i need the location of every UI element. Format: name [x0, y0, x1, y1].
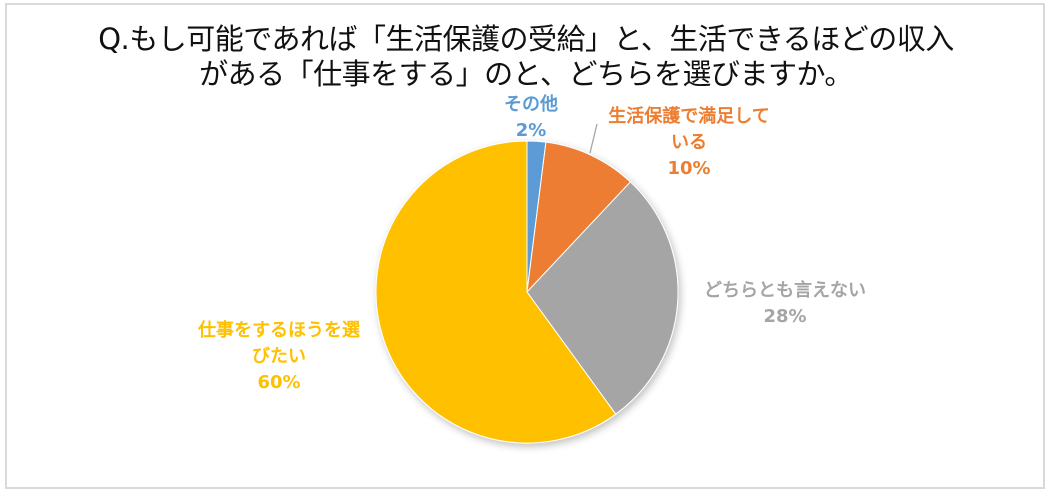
data-label-satisfied-name-1: 生活保護で満足して: [608, 106, 770, 127]
chart-title-line-2: がある「仕事をする」のと、どちらを選びますか。: [199, 57, 853, 91]
data-label-satisfied-name-2: いる: [671, 132, 707, 153]
data-label-neither-value: 28%: [763, 306, 807, 327]
data-label-other-value: 2%: [515, 120, 547, 141]
pie-slice-satisfied-with-welfare[interactable]: [526, 141, 632, 294]
pie-slice-prefer-work[interactable]: [375, 140, 617, 444]
data-label-satisfied-value: 10%: [667, 158, 711, 179]
data-label-neither: どちらとも言えない 28%: [684, 278, 886, 330]
data-label-other: その他 2%: [491, 92, 571, 144]
leader-line: [589, 123, 598, 154]
data-label-neither-name: どちらとも言えない: [704, 280, 866, 301]
data-label-prefer-work: 仕事をするほうを選 びたい 60%: [178, 318, 380, 396]
chart-title: Q.もし可能であれば「生活保護の受給」と、生活できるほどの収入 がある「仕事をす…: [0, 22, 1052, 92]
data-label-satisfied-with-welfare: 生活保護で満足して いる 10%: [592, 104, 786, 182]
data-label-prefer-work-name-2: びたい: [252, 346, 306, 367]
pie-slice-neither[interactable]: [526, 181, 679, 415]
data-label-other-name: その他: [504, 94, 558, 115]
pie-slices: [375, 140, 679, 444]
data-label-prefer-work-value: 60%: [257, 372, 301, 393]
data-label-prefer-work-name-1: 仕事をするほうを選: [198, 320, 360, 341]
chart-title-line-1: Q.もし可能であれば「生活保護の受給」と、生活できるほどの収入: [98, 22, 954, 56]
